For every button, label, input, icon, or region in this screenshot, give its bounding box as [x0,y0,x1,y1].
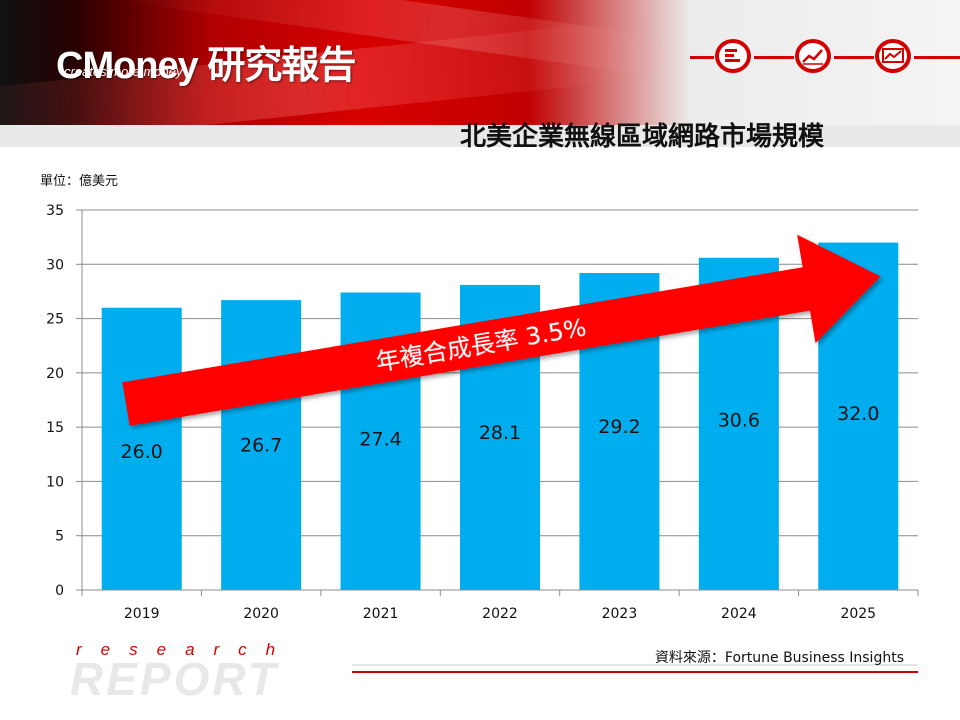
growth-arrow-shape [122,234,881,426]
header-banner: CMoney 研究報告 creates more money [0,0,960,125]
y-tick-label: 15 [46,420,64,436]
data-label: 27.4 [359,428,401,450]
footer-report-text: REPORT [70,653,279,705]
line-chart-icon[interactable] [794,38,832,74]
footer-divider [352,671,918,673]
x-tick-label: 2025 [840,606,876,622]
data-label: 26.0 [121,441,163,463]
brand-tagline: creates more money [64,64,183,79]
header-divider [754,56,794,59]
data-label: 28.1 [479,422,521,444]
y-tick-label: 25 [46,312,64,328]
header-divider [834,56,874,59]
data-label: 26.7 [240,435,282,457]
brand-logo: CMoney 研究報告 [56,45,356,87]
unit-label: 單位：億美元 [40,174,119,189]
growth-arrow: 年複合成長率 3.5% [122,234,881,426]
monitor-chart-icon[interactable] [874,38,912,74]
y-tick-label: 5 [55,529,64,545]
header-divider [690,56,714,59]
data-label: 32.0 [837,403,879,425]
x-tick-label: 2020 [243,606,279,622]
title-bar [0,125,960,147]
bar [101,307,182,590]
bar [221,300,302,590]
y-tick-label: 20 [46,366,64,382]
page-title: 北美企業無線區域網路市場規模 [459,122,824,152]
x-tick-label: 2024 [721,606,757,622]
y-tick-label: 0 [55,583,64,599]
source-note: 資料來源：Fortune Business Insights [654,650,904,666]
y-tick-label: 10 [46,474,64,490]
footer-divider [352,664,918,666]
footer-research-text: research [76,640,295,659]
y-tick-label: 30 [46,257,64,273]
x-tick-label: 2022 [482,606,518,622]
x-tick-label: 2019 [124,606,160,622]
y-tick-label: 35 [46,203,64,219]
header-divider [914,56,960,59]
list-icon[interactable] [714,38,752,74]
data-label: 29.2 [598,416,640,438]
data-label: 30.6 [718,410,760,432]
x-tick-label: 2023 [602,606,638,622]
x-tick-label: 2021 [363,606,399,622]
